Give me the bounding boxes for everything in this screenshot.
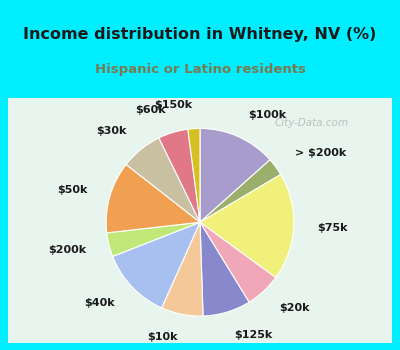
Text: $50k: $50k bbox=[57, 186, 87, 195]
Text: > $200k: > $200k bbox=[295, 148, 346, 158]
Text: Hispanic or Latino residents: Hispanic or Latino residents bbox=[94, 63, 306, 77]
Text: $40k: $40k bbox=[84, 298, 115, 308]
Text: $30k: $30k bbox=[96, 126, 126, 136]
Text: $125k: $125k bbox=[234, 330, 272, 340]
Text: $150k: $150k bbox=[154, 100, 192, 110]
Text: $100k: $100k bbox=[248, 110, 286, 120]
Wedge shape bbox=[200, 175, 294, 278]
Wedge shape bbox=[188, 128, 200, 222]
Wedge shape bbox=[162, 222, 203, 316]
Wedge shape bbox=[200, 128, 270, 222]
Wedge shape bbox=[107, 222, 200, 257]
Wedge shape bbox=[113, 222, 200, 308]
Text: $20k: $20k bbox=[280, 303, 310, 314]
Wedge shape bbox=[200, 222, 249, 316]
Text: $200k: $200k bbox=[48, 245, 86, 256]
Wedge shape bbox=[200, 160, 281, 222]
Wedge shape bbox=[200, 222, 276, 302]
Text: $60k: $60k bbox=[136, 105, 166, 115]
Wedge shape bbox=[126, 138, 200, 222]
FancyBboxPatch shape bbox=[8, 98, 392, 343]
Text: Income distribution in Whitney, NV (%): Income distribution in Whitney, NV (%) bbox=[23, 28, 377, 42]
Text: $75k: $75k bbox=[317, 223, 348, 233]
Text: $10k: $10k bbox=[147, 332, 177, 342]
Wedge shape bbox=[159, 129, 200, 222]
Wedge shape bbox=[106, 164, 200, 233]
Text: City-Data.com: City-Data.com bbox=[275, 118, 349, 127]
